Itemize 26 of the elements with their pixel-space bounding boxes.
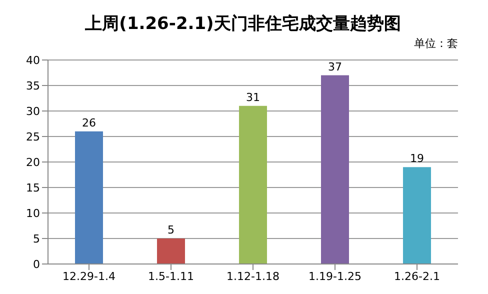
data-label: 31: [246, 90, 260, 104]
chart-title: 上周(1.26-2.1)天门非住宅成交量趋势图: [84, 13, 402, 36]
y-tick-label: 5: [33, 232, 40, 246]
y-tick-label: 15: [26, 181, 40, 194]
data-label: 19: [410, 152, 424, 166]
data-label: 37: [328, 60, 342, 74]
y-tick-label: 35: [26, 79, 40, 92]
y-tick-label: 20: [26, 156, 40, 169]
bar: [157, 238, 185, 264]
x-tick-label: 1.19-1.25: [308, 270, 362, 283]
data-label: 26: [82, 116, 96, 130]
x-tick-label: 1.12-1.18: [226, 270, 280, 283]
bar: [403, 167, 431, 264]
x-tick-label: 1.26-2.1: [394, 270, 440, 283]
x-tick-label: 1.5-1.11: [148, 270, 194, 283]
y-tick-label: 30: [26, 104, 40, 118]
x-tick-label: 12.29-1.4: [62, 270, 116, 283]
y-tick-label: 40: [26, 54, 40, 67]
y-tick-label: 10: [26, 206, 40, 220]
bar: [321, 75, 349, 264]
bar: [75, 131, 103, 264]
text: 单位：套: [413, 36, 459, 50]
y-tick-label: 25: [26, 130, 40, 144]
y-tick-label: 0: [33, 258, 40, 271]
data-label: 5: [168, 224, 174, 236]
bar: [239, 106, 267, 264]
